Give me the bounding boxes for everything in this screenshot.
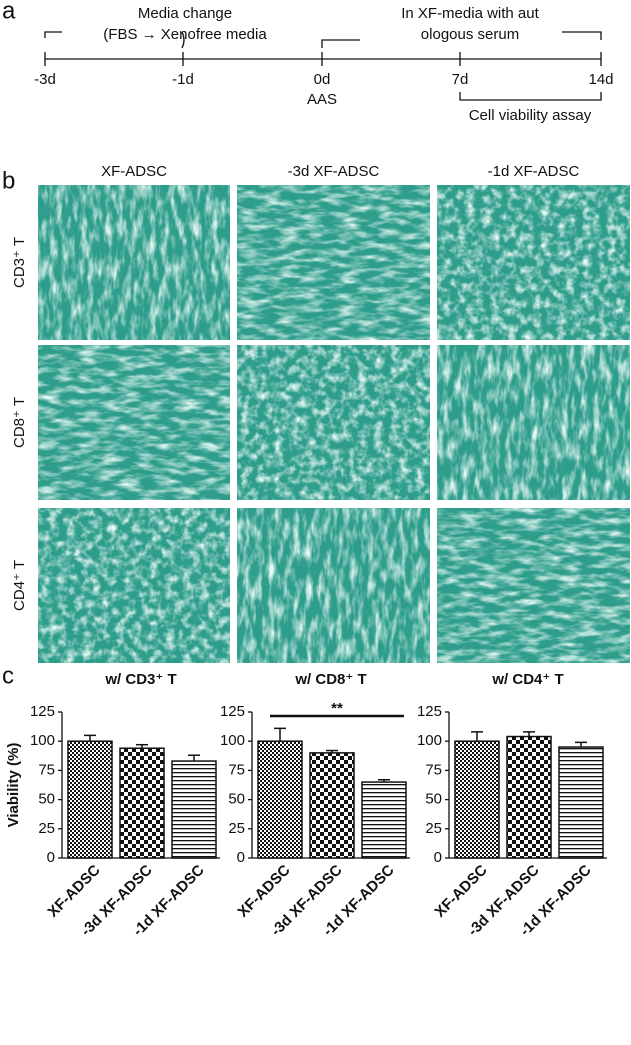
bar xyxy=(171,760,217,859)
timeline-tick: -1d xyxy=(172,71,194,88)
bar xyxy=(309,752,355,859)
bar xyxy=(558,746,604,859)
y-tick-label: 125 xyxy=(220,703,245,720)
column-header: -3d XF-ADSC xyxy=(288,163,380,180)
bar xyxy=(119,747,165,859)
row-label: CD3⁺ T xyxy=(11,237,28,288)
y-tick-label: 50 xyxy=(38,791,55,808)
panel-label: b xyxy=(2,167,15,194)
y-tick-label: 25 xyxy=(425,820,442,837)
chart-title: w/ CD3⁺ T xyxy=(104,671,176,688)
annotation: AAS xyxy=(307,91,337,108)
annotation: In XF-media with aut xyxy=(401,5,539,22)
annotation: ologous serum xyxy=(421,26,519,43)
micrograph-texture xyxy=(237,185,430,340)
bar xyxy=(361,781,407,859)
micrograph-texture xyxy=(38,345,230,500)
panel-label: c xyxy=(2,662,14,689)
y-tick-label: 25 xyxy=(38,820,55,837)
micrograph-texture xyxy=(437,345,630,500)
panel-label: a xyxy=(2,0,16,24)
y-tick-label: 125 xyxy=(417,703,442,720)
bar xyxy=(67,740,113,859)
y-tick-label: 125 xyxy=(30,703,55,720)
micrograph-texture xyxy=(237,508,430,663)
timeline-tick: 0d xyxy=(314,71,331,88)
y-tick-label: 100 xyxy=(30,732,55,749)
chart-title: w/ CD4⁺ T xyxy=(491,671,563,688)
y-tick-label: 25 xyxy=(228,820,245,837)
timeline-tick: 14d xyxy=(588,71,613,88)
y-tick-label: 50 xyxy=(425,791,442,808)
annotation: Media change xyxy=(138,5,232,22)
micrograph-texture xyxy=(38,185,230,340)
y-tick-label: 75 xyxy=(228,761,245,778)
y-axis-label: Viability (%) xyxy=(5,743,22,828)
timeline-tick: 7d xyxy=(452,71,469,88)
annotation: Cell viability assay xyxy=(469,107,592,124)
significance-label: ** xyxy=(331,700,343,717)
bar xyxy=(454,740,500,859)
y-tick-label: 100 xyxy=(220,732,245,749)
micrograph-texture xyxy=(237,345,430,500)
micrograph-texture xyxy=(38,508,230,663)
row-label: CD8⁺ T xyxy=(11,397,28,448)
annotation: (FBS → Xenofree media xyxy=(103,26,267,43)
y-tick-label: 0 xyxy=(237,849,245,866)
y-tick-label: 0 xyxy=(47,849,55,866)
timeline xyxy=(44,31,602,101)
y-tick-label: 50 xyxy=(228,791,245,808)
timeline-tick: -3d xyxy=(34,71,56,88)
row-label: CD4⁺ T xyxy=(11,560,28,611)
column-header: -1d XF-ADSC xyxy=(488,163,580,180)
y-tick-label: 75 xyxy=(38,761,55,778)
micrograph-texture xyxy=(437,185,630,340)
y-tick-label: 0 xyxy=(434,849,442,866)
column-header: XF-ADSC xyxy=(101,163,167,180)
bar xyxy=(257,740,303,859)
micrograph-texture xyxy=(437,508,630,663)
y-tick-label: 75 xyxy=(425,761,442,778)
y-tick-label: 100 xyxy=(417,732,442,749)
chart-title: w/ CD8⁺ T xyxy=(294,671,366,688)
bar xyxy=(506,735,552,859)
